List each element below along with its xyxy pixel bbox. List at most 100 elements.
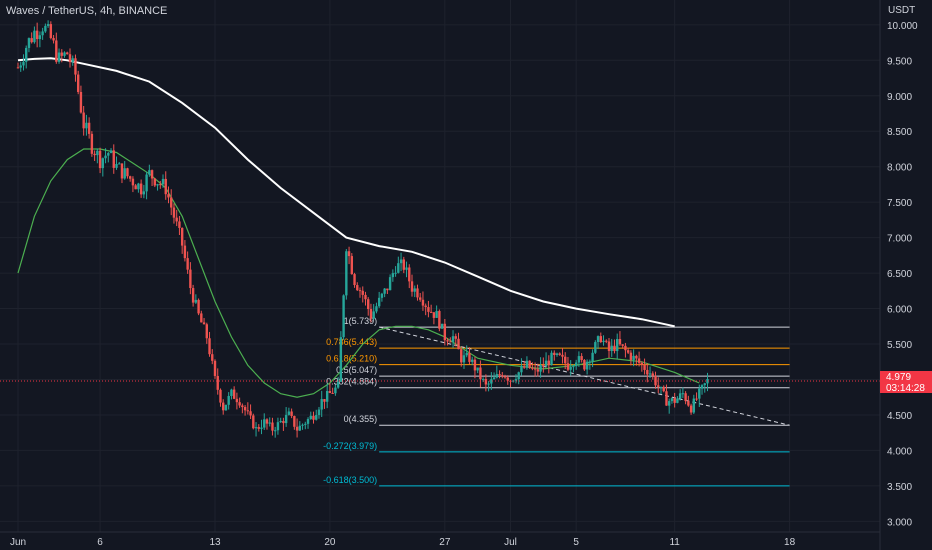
candle-body-down <box>246 410 250 412</box>
candle-body-down <box>662 386 665 392</box>
candle-body-down <box>49 24 53 39</box>
time-tick-label: 18 <box>784 537 796 548</box>
candle-body-up <box>517 372 520 380</box>
candle-body-down <box>52 38 55 41</box>
long-moving-average-line <box>17 57 675 328</box>
candle-body-down <box>213 360 217 376</box>
candle-body-down <box>364 294 367 300</box>
time-tick-label: 13 <box>209 537 221 548</box>
candle-body-up <box>145 174 148 192</box>
candle-body-down <box>484 379 488 385</box>
candle-body-down <box>175 217 178 222</box>
candle-body-up <box>101 158 105 169</box>
price-tick-label: 6.500 <box>887 269 912 280</box>
candle-body-down <box>178 221 181 228</box>
candle-body-up <box>435 311 438 318</box>
candle-body-down <box>350 256 354 275</box>
candle-body-up <box>383 288 386 294</box>
candle-body-down <box>205 324 208 339</box>
candle-body-up <box>57 52 61 62</box>
candle-body-up <box>301 424 304 426</box>
candle-body-down <box>361 290 364 295</box>
candle-body-up <box>33 30 36 43</box>
candle-body-up <box>492 377 496 380</box>
candle-body-down <box>583 360 586 370</box>
time-axis[interactable]: Jun 6 13 20 27 Jul 5 11 18 <box>0 531 880 548</box>
candle-body-up <box>334 387 337 394</box>
candle-body-down <box>170 197 173 208</box>
candle-body-up <box>325 391 329 402</box>
candle-body-up <box>317 409 321 416</box>
candle-body-down <box>150 170 154 179</box>
candle-body-up <box>394 272 397 274</box>
candle-body-up <box>345 251 348 296</box>
candle-body-up <box>63 52 66 56</box>
candle-body-down <box>235 398 239 403</box>
candle-body-down <box>211 354 214 361</box>
candle-body-down <box>134 185 137 190</box>
candle-body-up <box>287 411 291 415</box>
candle-body-down <box>522 366 526 368</box>
candle-body-down <box>265 419 269 424</box>
candle-body-up <box>698 388 701 399</box>
candle-body-up <box>41 31 44 36</box>
candle-body-up <box>487 383 490 385</box>
candle-body-down <box>186 258 189 270</box>
candle-body-up <box>377 297 381 307</box>
candle-body-down <box>347 251 351 257</box>
candle-body-down <box>60 52 63 56</box>
candle-body-up <box>391 273 395 278</box>
candle-body-up <box>470 359 474 362</box>
price-tick-label: 8.500 <box>887 127 912 138</box>
candle-body-up <box>336 381 340 388</box>
symbol-title[interactable]: Waves / TetherUS, 4h, BINANCE <box>6 5 168 17</box>
candle-body-down <box>35 30 39 40</box>
price-tick-label: 7.500 <box>887 198 912 209</box>
candle-body-down <box>55 40 58 62</box>
candle-body-up <box>413 288 416 292</box>
candle-body-down <box>323 399 326 402</box>
candle-body-up <box>115 163 118 168</box>
candle-body-up <box>555 353 559 355</box>
candle-body-up <box>451 336 455 342</box>
candle-body-up <box>667 401 671 406</box>
candle-body-up <box>678 393 682 399</box>
candle-body-down <box>689 405 693 413</box>
candle-body-up <box>263 419 266 428</box>
candle-body-up <box>681 393 685 395</box>
candle-body-up <box>585 361 589 370</box>
candle-body-down <box>605 340 608 342</box>
candle-body-down <box>295 426 299 431</box>
candle-body-down <box>131 178 135 186</box>
price-tick-label: 9.000 <box>887 92 912 103</box>
candle-body-down <box>687 401 690 406</box>
candle-body-up <box>490 379 493 384</box>
candle-body-down <box>90 133 94 154</box>
candle-body-up <box>616 338 619 352</box>
candle-body-down <box>654 375 657 386</box>
candle-body-up <box>38 35 42 40</box>
candle-body-up <box>525 360 529 368</box>
candle-body-up <box>71 58 74 63</box>
candle-body-up <box>670 398 674 402</box>
time-tick-label: 20 <box>324 537 336 548</box>
candle-body-down <box>68 54 72 63</box>
candle-body-up <box>399 259 403 264</box>
candle-body-down <box>424 305 427 308</box>
candle-body-down <box>536 369 540 372</box>
price-tick-label: 5.500 <box>887 340 912 351</box>
candle-body-up <box>706 379 709 384</box>
candle-body-down <box>498 374 501 376</box>
candle-body-down <box>449 341 452 343</box>
price-tick-label: 8.000 <box>887 163 912 174</box>
candle-body-down <box>200 313 203 323</box>
candle-body-down <box>416 288 419 298</box>
candle-body-down <box>87 122 91 134</box>
candle-body-up <box>700 385 704 389</box>
candle-body-down <box>252 415 255 429</box>
fibonacci-retracement[interactable]: 1(5.739)0.786(5.443)0.618(5.210)0.5(5.04… <box>323 316 790 487</box>
candle-body-down <box>547 360 551 366</box>
candle-body-down <box>580 356 583 361</box>
